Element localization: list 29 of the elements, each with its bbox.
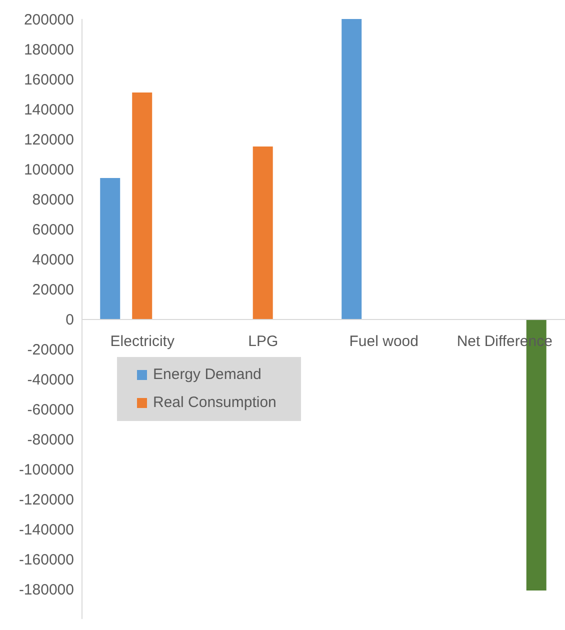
y-tick-label: -40000 [27, 371, 74, 388]
legend-label: Real Consumption [153, 393, 276, 413]
y-tick-label: -180000 [18, 581, 74, 598]
bar [342, 19, 362, 319]
y-tick-label: -140000 [18, 521, 74, 538]
y-tick-label: -160000 [18, 551, 74, 568]
bar [132, 92, 152, 319]
y-tick-label: -100000 [18, 461, 74, 478]
y-tick-label: 0 [66, 311, 74, 328]
y-tick-label: 60000 [32, 221, 74, 238]
y-tick-label: 200000 [24, 11, 74, 28]
y-tick-label: -60000 [27, 401, 74, 418]
x-tick-label: Electricity [109, 333, 176, 350]
y-tick-label: -80000 [27, 431, 74, 448]
x-tick-label: Fuel wood [348, 333, 420, 350]
bar [252, 146, 273, 319]
y-tick-label: -120000 [18, 491, 74, 508]
y-tick-label: 140000 [24, 101, 74, 118]
y-tick-label: 20000 [32, 281, 74, 298]
y-tick-label: 120000 [24, 131, 74, 148]
bar [100, 178, 120, 319]
y-tick-label: 100000 [24, 161, 74, 178]
y-tick-label: 40000 [32, 251, 74, 268]
y-tick-label: 80000 [32, 191, 74, 208]
legend-label: Energy Demand [153, 365, 262, 385]
y-tick-label: 160000 [24, 71, 74, 88]
y-tick-label: -20000 [27, 341, 74, 358]
y-tick-label: 180000 [24, 41, 74, 58]
x-tick-label: LPG [247, 333, 280, 350]
